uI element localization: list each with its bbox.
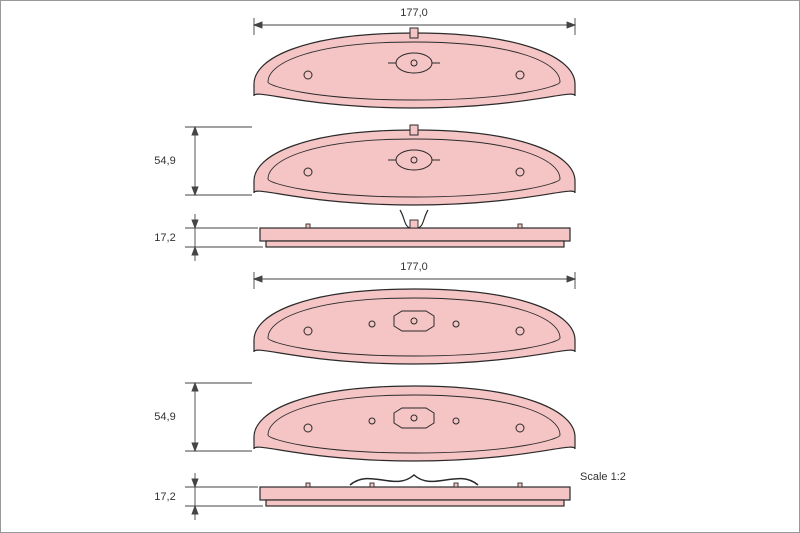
dim-upper-thickness: [185, 214, 263, 261]
dim-upper-thickness-value: 17,2: [154, 232, 175, 244]
scale-label: Scale 1:2: [580, 471, 626, 483]
dim-lower-height-value: 54,9: [154, 411, 175, 423]
dim-lower-thickness-value: 17,2: [154, 491, 175, 503]
dim-lower-height: [185, 383, 252, 451]
dim-lower-width-value: 177,0: [400, 261, 428, 273]
brake-pad-2: [254, 125, 575, 205]
dim-lower-thickness: [185, 473, 263, 520]
brake-pad-side-lower: [260, 483, 570, 506]
clip-lower: [350, 475, 478, 485]
brake-pad-1: [254, 28, 575, 108]
technical-drawing: 177,0 54,9: [0, 0, 800, 533]
brake-pad-4: [254, 386, 575, 461]
dim-upper-height-value: 54,9: [154, 155, 175, 167]
brake-pad-3: [254, 289, 575, 364]
dim-lower-width: [254, 272, 575, 289]
dim-top-width-value: 177,0: [400, 7, 428, 19]
brake-pad-side-upper: [260, 220, 570, 247]
dim-upper-height: [185, 127, 252, 195]
